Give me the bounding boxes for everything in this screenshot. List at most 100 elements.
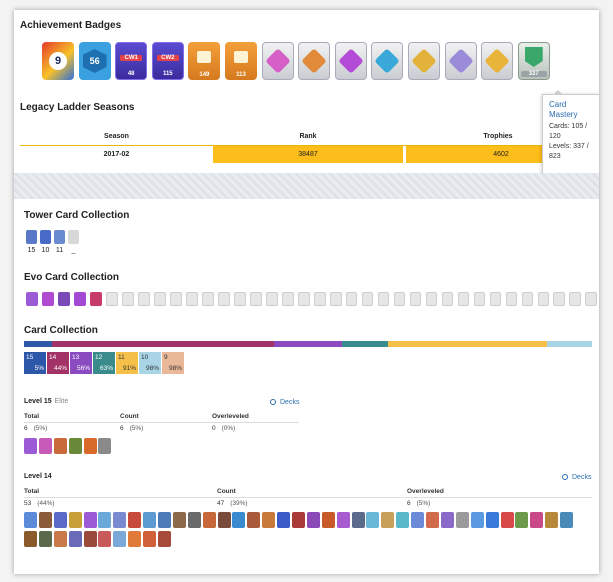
evo-card-locked[interactable] (441, 292, 454, 306)
tower-card[interactable]: _ (68, 230, 79, 254)
evo-card-locked[interactable] (473, 292, 486, 306)
card-icon[interactable] (515, 512, 529, 528)
card-icon[interactable] (128, 531, 142, 547)
card-icon[interactable] (411, 512, 425, 528)
card-icon[interactable] (53, 512, 67, 528)
card-icon[interactable] (232, 512, 246, 528)
card-icon[interactable] (247, 512, 261, 528)
evo-card-locked[interactable] (137, 292, 150, 306)
level-badge-icon[interactable]: 56 (78, 42, 111, 80)
card-icon[interactable] (277, 512, 291, 528)
card-icon[interactable] (485, 512, 499, 528)
evo-card-locked[interactable] (489, 292, 502, 306)
card-icon[interactable] (381, 512, 395, 528)
card-icon[interactable] (158, 512, 172, 528)
card-icon[interactable] (98, 512, 112, 528)
card-icon[interactable] (24, 512, 37, 528)
card-icon[interactable] (470, 512, 484, 528)
level-tile[interactable]: 15 5% (24, 352, 46, 374)
evo-card-locked[interactable] (569, 292, 582, 306)
card-icon[interactable] (38, 512, 52, 528)
card-icon[interactable] (545, 512, 559, 528)
card-icon[interactable] (187, 512, 201, 528)
card-icon[interactable] (53, 531, 67, 547)
gem-badge-icon[interactable] (261, 42, 294, 80)
level-tile[interactable]: 12 63% (93, 352, 115, 374)
evo-card-locked[interactable] (505, 292, 518, 306)
card-icon[interactable] (83, 438, 97, 454)
card-icon[interactable] (455, 512, 469, 528)
evo-card[interactable] (57, 292, 70, 306)
card-icon[interactable] (396, 512, 410, 528)
card-icon[interactable] (500, 512, 514, 528)
evo-card-locked[interactable] (313, 292, 326, 306)
evo-card[interactable] (89, 292, 102, 306)
evo-card-locked[interactable] (457, 292, 470, 306)
level-tile[interactable]: 9 98% (162, 352, 184, 374)
card-icon[interactable] (143, 531, 157, 547)
card-icon[interactable] (202, 512, 216, 528)
gem-badge-icon[interactable] (444, 42, 477, 80)
card-icon[interactable] (426, 512, 440, 528)
evo-card-locked[interactable] (585, 292, 598, 306)
level-tile[interactable]: 13 56% (70, 352, 92, 374)
crown-badge-icon[interactable] (298, 42, 331, 80)
evo-card-locked[interactable] (521, 292, 534, 306)
evo-card-locked[interactable] (281, 292, 294, 306)
evo-card-locked[interactable] (217, 292, 230, 306)
card-icon[interactable] (351, 512, 365, 528)
card-icon[interactable] (83, 531, 97, 547)
card-icon[interactable] (336, 512, 350, 528)
evo-card-locked[interactable] (201, 292, 214, 306)
card-icon[interactable] (68, 531, 82, 547)
level-tile[interactable]: 14 44% (47, 352, 69, 374)
tournament-badge-icon[interactable]: 9 (42, 42, 74, 80)
gem-badge-icon[interactable] (334, 42, 367, 80)
evo-card-locked[interactable] (345, 292, 358, 306)
evo-card-locked[interactable] (361, 292, 374, 306)
evo-card-locked[interactable] (537, 292, 550, 306)
card-icon[interactable] (113, 531, 127, 547)
gem-badge-icon[interactable] (371, 42, 404, 80)
evo-card-locked[interactable] (105, 292, 118, 306)
evo-card-locked[interactable] (297, 292, 310, 306)
evo-card-locked[interactable] (377, 292, 390, 306)
evo-card-locked[interactable] (249, 292, 262, 306)
card-icon[interactable] (560, 512, 574, 528)
evo-card-locked[interactable] (425, 292, 438, 306)
card-icon[interactable] (24, 531, 37, 547)
evo-card-locked[interactable] (329, 292, 342, 306)
tower-card[interactable]: 11 (54, 230, 65, 254)
card-icon[interactable] (172, 512, 186, 528)
card-icon[interactable] (306, 512, 320, 528)
level15-decks-link[interactable]: Decks (270, 398, 299, 406)
level-tile[interactable]: 11 91% (116, 352, 138, 374)
cards-badge-icon[interactable]: 149 (188, 42, 221, 80)
card-icon[interactable] (158, 531, 172, 547)
clan-war-2-icon[interactable]: CW2 115 (151, 42, 184, 80)
evo-card-locked[interactable] (233, 292, 246, 306)
card-icon[interactable] (24, 438, 37, 454)
evo-card-locked[interactable] (121, 292, 134, 306)
evo-card-locked[interactable] (553, 292, 566, 306)
evo-card[interactable] (73, 292, 86, 306)
card-icon[interactable] (128, 512, 142, 528)
card-icon[interactable] (53, 438, 67, 454)
card-icon[interactable] (38, 531, 52, 547)
evo-card-locked[interactable] (393, 292, 406, 306)
card-icon[interactable] (292, 512, 306, 528)
card-icon[interactable] (68, 512, 82, 528)
evo-card[interactable] (41, 292, 54, 306)
evo-card-locked[interactable] (265, 292, 278, 306)
tower-card[interactable]: 15 (26, 230, 37, 254)
card-icon[interactable] (83, 512, 97, 528)
card-icon[interactable] (366, 512, 380, 528)
card-icon[interactable] (68, 438, 82, 454)
card-mastery-icon[interactable]: 337 (517, 42, 550, 80)
evo-card-locked[interactable] (169, 292, 182, 306)
level14-decks-link[interactable]: Decks (562, 473, 591, 481)
evo-card-locked[interactable] (185, 292, 198, 306)
card-icon[interactable] (98, 531, 112, 547)
gem-badge-icon[interactable] (481, 42, 514, 80)
card-icon[interactable] (321, 512, 335, 528)
